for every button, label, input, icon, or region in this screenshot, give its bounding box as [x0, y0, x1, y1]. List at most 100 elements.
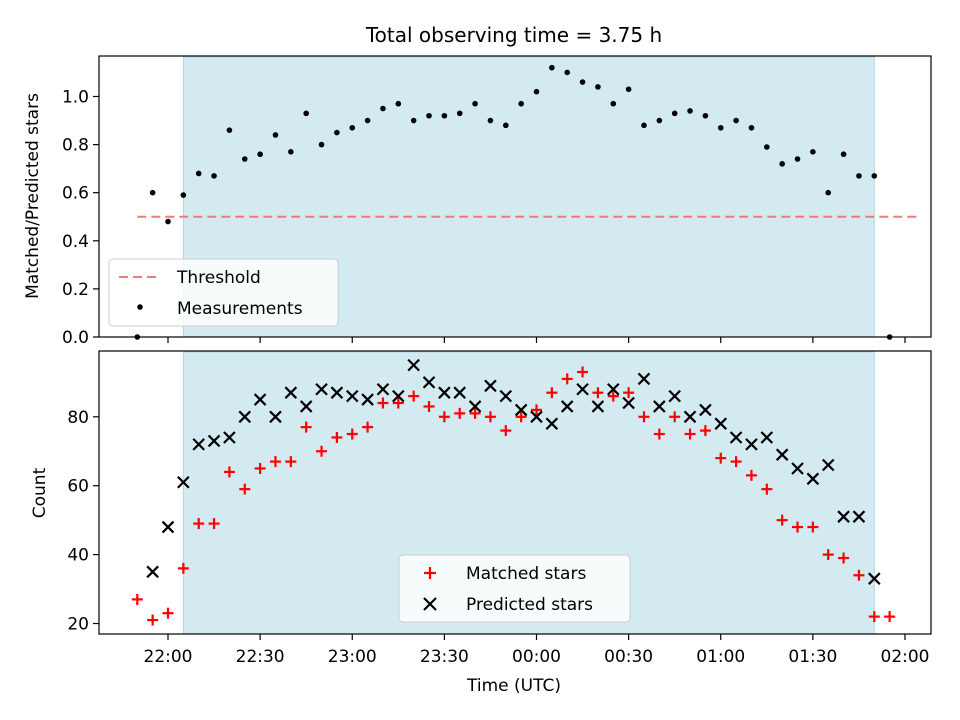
- measurement-point: [180, 192, 187, 198]
- measurement-point: [656, 117, 663, 124]
- top-ytick-label: 0.4: [62, 232, 89, 252]
- predicted-star-point: [407, 358, 420, 372]
- measurement-point: [549, 64, 555, 71]
- measurement-point: [395, 100, 402, 107]
- xtick-label: 01:30: [788, 647, 837, 667]
- matched-star-point: [561, 373, 573, 385]
- measurement-point: [856, 173, 862, 179]
- legend-matched-label: Matched stars: [466, 564, 586, 584]
- matched-star-point: [577, 366, 589, 378]
- matched-star-point: [607, 390, 619, 402]
- measurement-point: [349, 124, 356, 131]
- predicted-star-point: [837, 510, 850, 523]
- measurement-point: [165, 218, 171, 225]
- matched-star-point: [454, 407, 466, 419]
- bottom-ytick-label: 40: [67, 546, 89, 566]
- bottom-plot-frame: [98, 350, 932, 635]
- matched-star-point: [162, 607, 174, 619]
- bottom-legend-box: [398, 554, 631, 623]
- legend-measurements-swatch: [137, 304, 143, 310]
- measurement-point: [702, 112, 709, 119]
- x-axis-label: Time (UTC): [466, 676, 561, 696]
- predicted-star-point: [345, 389, 359, 403]
- measurement-point: [487, 117, 494, 124]
- matched-star-point: [484, 411, 496, 423]
- predicted-star-point: [468, 400, 482, 413]
- measurement-point: [687, 108, 693, 114]
- xtick-label: 00:30: [604, 647, 653, 667]
- top-ytick-label: 0.2: [62, 280, 89, 300]
- matched-star-point: [377, 397, 389, 409]
- measurement-point: [211, 173, 217, 179]
- matched-star-point: [147, 614, 159, 626]
- matched-star-point: [761, 483, 773, 495]
- matched-star-point: [592, 387, 604, 399]
- predicted-star-point: [269, 410, 282, 424]
- measurement-point: [334, 129, 340, 136]
- matched-star-point: [300, 421, 312, 433]
- matched-star-point: [269, 456, 281, 468]
- measurement-point: [257, 151, 263, 158]
- measurement-point: [518, 100, 524, 107]
- bottom-ytick-label: 20: [67, 615, 89, 635]
- bottom-legend: Matched stars Predicted stars: [398, 554, 631, 623]
- measurement-point: [764, 144, 770, 150]
- predicted-star-point: [146, 565, 159, 579]
- matched-star-point: [853, 569, 865, 581]
- top-ytick-label: 0.8: [62, 136, 89, 156]
- matched-star-point: [699, 425, 711, 437]
- matched-star-point: [239, 483, 251, 495]
- matched-star-point: [838, 552, 850, 564]
- chart-title: Total observing time = 3.75 h: [365, 23, 662, 47]
- xtick-label: 23:00: [328, 647, 377, 667]
- bottom-ytick-label: 60: [67, 477, 89, 497]
- predicted-star-point: [453, 386, 467, 399]
- matched-star-point: [546, 387, 558, 399]
- bottom-ytick-label: 80: [67, 408, 89, 428]
- predicted-star-point: [791, 462, 804, 475]
- matched-star-point: [223, 466, 235, 478]
- measurement-point: [641, 122, 647, 129]
- predicted-star-point: [284, 386, 298, 399]
- measurement-point: [579, 79, 586, 85]
- matched-star-point: [392, 397, 404, 409]
- measurement-point: [226, 127, 233, 133]
- matched-star-point: [208, 518, 220, 530]
- matched-star-point: [131, 593, 143, 605]
- measurement-point: [810, 149, 816, 155]
- predicted-star-point: [361, 393, 374, 406]
- matched-star-point: [193, 518, 205, 530]
- measurement-point: [671, 110, 678, 117]
- measurement-point: [380, 105, 386, 112]
- predicted-star-point: [683, 410, 697, 424]
- predicted-star-point: [161, 520, 175, 534]
- measurement-point: [595, 84, 601, 90]
- predicted-star-point: [852, 510, 866, 523]
- measurement-point: [195, 170, 202, 177]
- legend-measurements-label: Measurements: [177, 299, 303, 319]
- predicted-star-point: [668, 389, 681, 403]
- predicted-star-point: [207, 434, 221, 448]
- legend-threshold-label: Threshold: [176, 268, 261, 288]
- predicted-star-point: [530, 410, 543, 424]
- predicted-star-point: [484, 379, 497, 393]
- matched-star-point: [669, 411, 681, 423]
- bottom-y-axis-label: Count: [30, 467, 50, 518]
- measurement-point: [610, 100, 617, 107]
- matched-star-point: [745, 469, 757, 481]
- measurement-point: [288, 149, 294, 155]
- measurement-point: [794, 156, 801, 162]
- predicted-star-point: [868, 572, 881, 585]
- predicted-star-point: [223, 431, 236, 444]
- matched-star-point: [822, 549, 834, 561]
- predicted-star-point: [606, 382, 620, 396]
- measurement-point: [472, 100, 478, 107]
- measurement-point: [717, 124, 724, 131]
- legend-predicted-label: Predicted stars: [466, 595, 593, 615]
- matched-star-point: [638, 411, 650, 423]
- xtick-label: 22:30: [236, 647, 285, 667]
- measurement-point: [748, 124, 755, 131]
- measurement-point: [564, 69, 571, 76]
- top-legend-box: [108, 258, 339, 327]
- matched-star-point: [776, 514, 788, 526]
